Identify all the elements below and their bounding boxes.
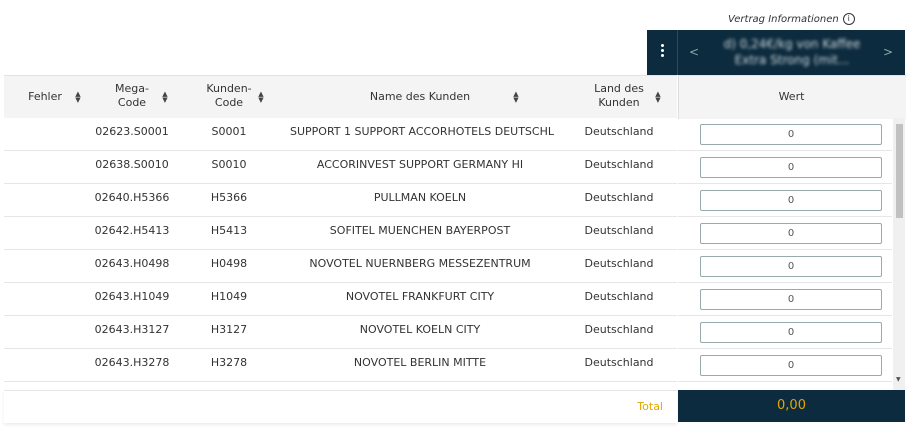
cell: NOVOTEL FRANKFURT CITY (345, 290, 495, 303)
sort-icon[interactable]: ▲ ▼ (258, 90, 264, 104)
column-header: Land des Kunden (594, 82, 644, 109)
next-button[interactable]: > (883, 45, 894, 59)
table-row (4, 217, 677, 250)
cell: PULLMAN KOELN (373, 191, 467, 204)
cell: SUPPORT 1 SUPPORT ACCORHOTELS DEUTSCHL (290, 125, 554, 138)
cell: NOVOTEL NUERNBERG MESSEZENTRUM (309, 257, 531, 270)
table-row (4, 118, 677, 151)
column-header: Mega-Code (115, 82, 149, 109)
cell: SOFITEL MUENCHEN BAYERPOST (329, 224, 511, 237)
table-row (4, 349, 677, 382)
cell: 02643.H0498 (94, 257, 170, 270)
value-input[interactable]: 0 (700, 190, 882, 211)
cell: S0010 (211, 158, 247, 171)
info-link[interactable]: Vertrag Informationen i (728, 13, 855, 25)
row-line (678, 282, 892, 283)
value-column-header: Wert (778, 90, 805, 103)
cell: H5366 (210, 191, 248, 204)
cell: 02643.H1049 (94, 290, 170, 303)
cell: Deutschland (584, 125, 654, 138)
column-header: Fehler (28, 90, 62, 103)
cell: 02643.H3278 (94, 356, 170, 369)
cell: H0498 (210, 257, 248, 270)
row-line (678, 381, 892, 382)
table-row (4, 316, 677, 349)
table-row (4, 283, 677, 316)
row-line (678, 348, 892, 349)
cell: 02623.S0001 (95, 125, 169, 138)
cell: 02642.H5413 (94, 224, 170, 237)
cell: 02643.H3127 (94, 323, 170, 336)
sort-icon[interactable]: ▲ ▼ (162, 90, 168, 104)
row-line (678, 216, 892, 217)
value-input[interactable]: 0 (700, 256, 882, 277)
total-label: Total (637, 400, 663, 413)
table-footer (4, 390, 677, 423)
value-input[interactable]: 0 (700, 322, 882, 343)
product-text: d) 0,24€/kg von Kaffee Extra Strong (mit… (723, 37, 861, 67)
table-row (4, 151, 677, 184)
row-line (678, 315, 892, 316)
cell: 02638.S0010 (95, 158, 169, 171)
value-header (678, 75, 906, 119)
row-line (678, 249, 892, 250)
kebab-menu[interactable] (657, 42, 667, 64)
total-box (678, 390, 905, 422)
cell: NOVOTEL KOELN CITY (359, 323, 481, 336)
cell: H3278 (210, 356, 248, 369)
info-link-text: Vertrag Informationen (728, 13, 839, 25)
cell: Deutschland (584, 224, 654, 237)
value-input[interactable]: 0 (700, 223, 882, 244)
row-line (678, 183, 892, 184)
column-header: Kunden-Code (206, 82, 252, 109)
cell: H3127 (210, 323, 248, 336)
cell: S0001 (211, 125, 247, 138)
cell: H1049 (210, 290, 248, 303)
value-input[interactable]: 0 (700, 124, 882, 145)
table-header (4, 75, 677, 119)
cell: H5413 (210, 224, 248, 237)
column-header: Name des Kunden (369, 90, 471, 103)
sort-icon[interactable]: ▲ ▼ (513, 90, 519, 104)
cell: ACCORINVEST SUPPORT GERMANY HI (316, 158, 524, 171)
sort-icon[interactable]: ▲ ▼ (75, 90, 81, 104)
cell: Deutschland (584, 356, 654, 369)
value-input[interactable]: 0 (700, 355, 882, 376)
cell: Deutschland (584, 191, 654, 204)
cell: Deutschland (584, 257, 654, 270)
scrollbar[interactable]: ▼ (893, 118, 905, 390)
cell: NOVOTEL BERLIN MITTE (353, 356, 487, 369)
table-row (4, 184, 677, 217)
cell: Deutschland (584, 323, 654, 336)
total-value: 0,00 (777, 398, 806, 413)
value-input[interactable]: 0 (700, 289, 882, 310)
cell: Deutschland (584, 290, 654, 303)
product-nav: < d) 0,24€/kg von Kaffee Extra Strong (m… (647, 30, 905, 75)
cell: Deutschland (584, 158, 654, 171)
row-line (678, 150, 892, 151)
value-input[interactable]: 0 (700, 157, 882, 178)
table-row (4, 250, 677, 283)
info-icon: i (842, 13, 855, 25)
prev-button[interactable]: < (689, 45, 700, 59)
cell: 02640.H5366 (94, 191, 170, 204)
sort-icon[interactable]: ▲ ▼ (655, 90, 661, 104)
